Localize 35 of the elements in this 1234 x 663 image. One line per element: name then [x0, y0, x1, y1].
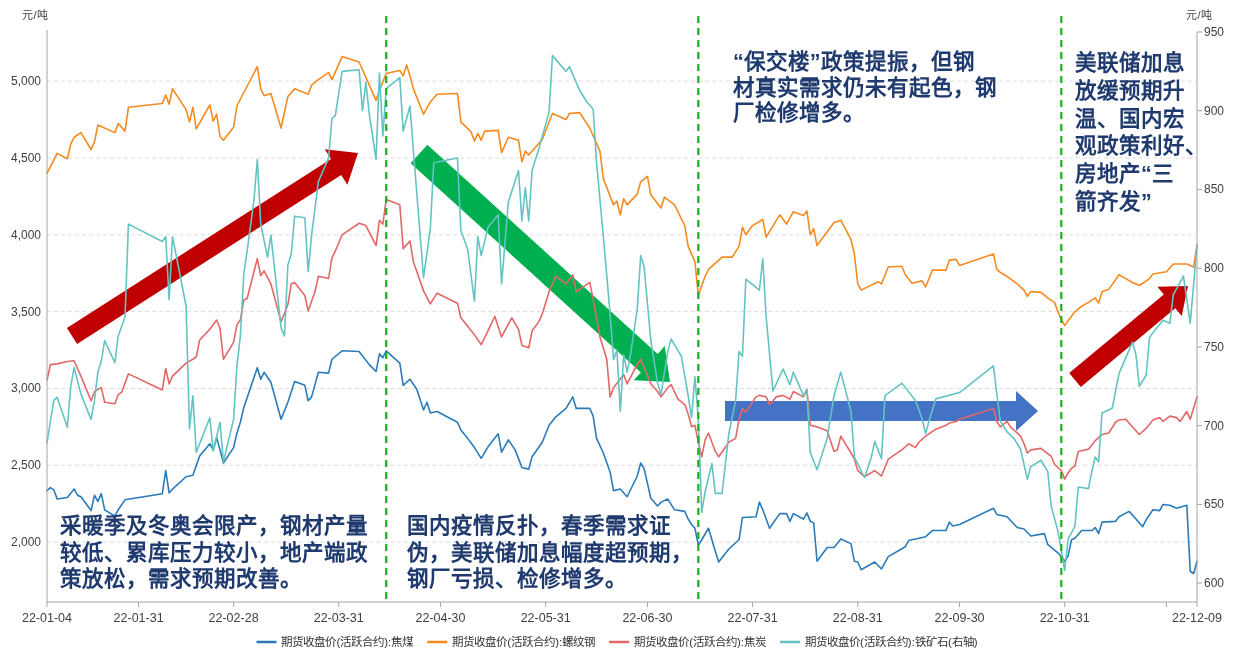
legend-label: 期货收盘价(活跃合约):焦煤: [281, 635, 415, 648]
y-axis-title: 元/吨: [22, 9, 48, 21]
annotation: 采暖季及冬奥会限产，钢材产量较低、累库压力较小，地产端政策放松，需求预期改善。: [60, 513, 368, 591]
y2-tick-label: 950: [1204, 25, 1225, 39]
x-tick-label: 22-01-31: [113, 611, 164, 625]
y-tick-label: 4,500: [10, 150, 42, 165]
y2-axis-title: 元/吨: [1186, 9, 1212, 21]
x-tick-label: 22-06-30: [622, 611, 673, 625]
x-tick-label: 22-10-31: [1039, 611, 1090, 625]
legend-label: 期货收盘价(活跃合约):焦炭: [634, 635, 767, 648]
x-tick-label: 22-09-30: [934, 611, 985, 625]
x-tick-label: 22-03-31: [313, 611, 364, 625]
y-tick-label: 3,000: [10, 381, 42, 396]
x-tick-label: 22-08-31: [832, 611, 883, 625]
y-tick-label: 2,500: [10, 458, 42, 473]
y-tick-label: 5,000: [10, 74, 42, 89]
y-tick-label: 2,000: [10, 535, 42, 550]
x-tick-label: 22-01-04: [21, 611, 73, 625]
y2-tick-label: 650: [1204, 497, 1225, 512]
x-tick-label: 22-05-31: [520, 611, 571, 625]
x-tick-label: 22-12-09: [1171, 611, 1223, 625]
y2-tick-label: 700: [1204, 418, 1225, 433]
annotation: “保交楼”政策提振，但钢材真实需求仍未有起色，钢厂检修增多。: [733, 49, 997, 125]
y2-tick-label: 750: [1204, 339, 1225, 354]
y-tick-label: 3,500: [10, 304, 42, 319]
y2-tick-label: 800: [1204, 261, 1225, 276]
legend-label: 期货收盘价(活跃合约):铁矿石(右轴): [805, 635, 978, 648]
x-tick-label: 22-04-30: [415, 611, 466, 625]
x-tick-label: 22-02-28: [208, 611, 259, 625]
y2-tick-label: 900: [1204, 103, 1225, 118]
y2-tick-label: 600: [1204, 576, 1225, 591]
annotation: 国内疫情反扑，春季需求证伪，美联储加息幅度超预期，钢厂亏损、检修增多。: [406, 513, 693, 591]
legend-label: 期货收盘价(活跃合约):螺纹钢: [452, 635, 596, 648]
y-tick-label: 4,000: [10, 227, 42, 242]
x-tick-label: 22-07-31: [727, 611, 778, 625]
